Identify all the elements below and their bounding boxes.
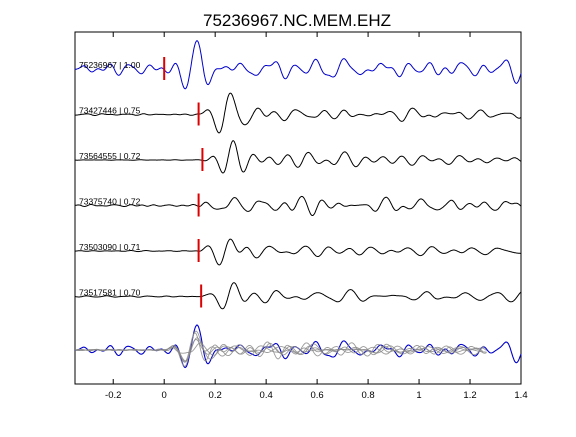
trace-label: 73427446 | 0.75 xyxy=(79,106,141,116)
trace-group: 75236967 | 1.00 73427446 | 0.75 73564555 |… xyxy=(74,40,522,310)
trace-line xyxy=(74,282,522,310)
trace-line xyxy=(74,40,522,90)
trace-line xyxy=(74,92,522,134)
chart-title: 75236967.NC.MEM.EHZ xyxy=(203,11,391,30)
overlay-stack xyxy=(74,324,522,369)
trace-line xyxy=(74,238,521,266)
overlay-trace xyxy=(75,339,487,363)
trace-label: 73503090 | 0.71 xyxy=(79,242,141,252)
trace-line xyxy=(74,195,522,216)
trace-label: 73375740 | 0.72 xyxy=(79,197,141,207)
x-tick-label: 0.8 xyxy=(361,390,374,401)
overlay-trace xyxy=(74,337,485,362)
x-tick-label: 1.2 xyxy=(463,390,476,401)
trace-label: 73564555 | 0.72 xyxy=(79,151,141,161)
x-tick-label: 0.6 xyxy=(311,390,324,401)
x-tick-label: 0 xyxy=(162,390,167,401)
x-tick-label: 1.4 xyxy=(514,390,527,401)
x-tick-label: 1 xyxy=(416,390,421,401)
trace-label: 75236967 | 1.00 xyxy=(79,60,141,70)
x-tick-label: 0.2 xyxy=(209,390,222,401)
x-axis: -0.2 0 0.2 0.4 0.6 0.8 1 1.2 1.4 xyxy=(105,32,528,401)
x-tick-label: 0.4 xyxy=(260,390,273,401)
plot-frame xyxy=(74,31,522,385)
overlay-trace xyxy=(74,324,522,369)
trace-label: 73517581 | 0.70 xyxy=(79,288,141,298)
trace-line xyxy=(75,140,522,174)
x-tick-label: -0.2 xyxy=(105,390,121,401)
